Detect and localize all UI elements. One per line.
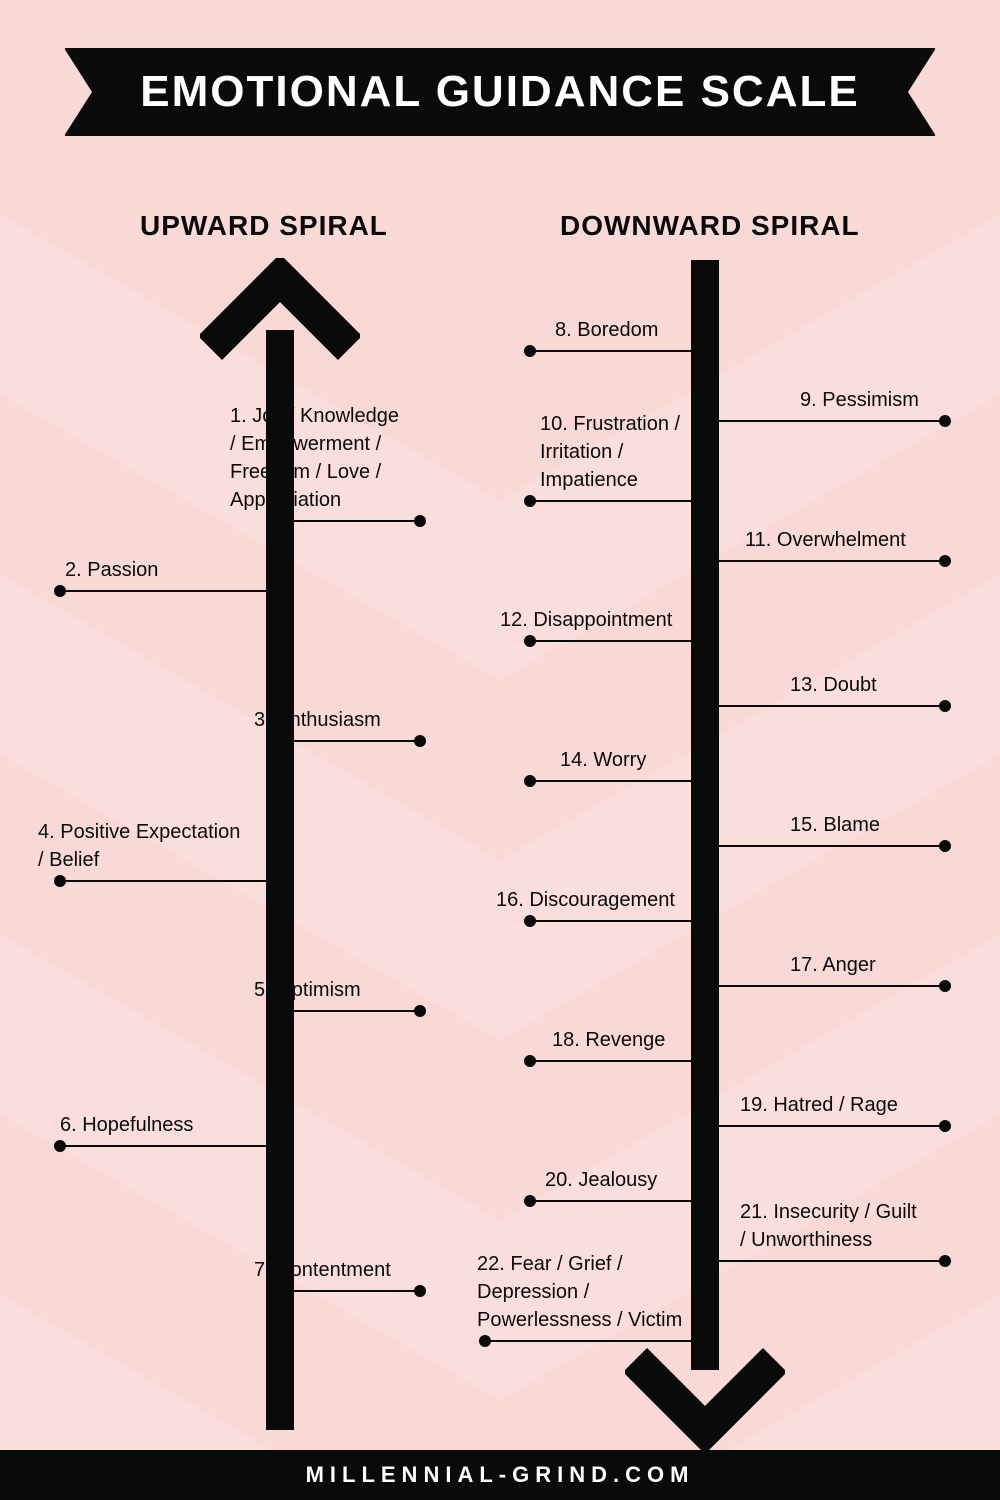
footer-text: MILLENNIAL-GRIND.COM (306, 1462, 695, 1488)
item-label: 13. Doubt (790, 671, 877, 699)
item-label: 18. Revenge (552, 1026, 665, 1054)
item-line (530, 780, 691, 782)
downward-item: 9. Pessimism (719, 386, 945, 422)
item-label: 6. Hopefulness (60, 1111, 193, 1139)
item-label: 14. Worry (560, 746, 646, 774)
items-container: 1. Joy / Knowledge / Empowerment / Freed… (0, 0, 1000, 1500)
item-line (294, 740, 420, 742)
item-label: 12. Disappointment (500, 606, 672, 634)
item-line (719, 1125, 945, 1127)
downward-item: 21. Insecurity / Guilt / Unworthiness (719, 1198, 945, 1262)
upward-item: 4. Positive Expectation / Belief (60, 818, 266, 882)
item-label: 21. Insecurity / Guilt / Unworthiness (740, 1198, 917, 1254)
upward-item: 1. Joy / Knowledge / Empowerment / Freed… (294, 402, 420, 522)
content-container: EMOTIONAL GUIDANCE SCALE UPWARD SPIRAL D… (0, 0, 1000, 1500)
item-line (530, 920, 691, 922)
item-line (719, 1260, 945, 1262)
item-line (530, 500, 691, 502)
item-label: 15. Blame (790, 811, 880, 839)
item-label: 11. Overwhelment (745, 526, 906, 554)
item-label: 7. Contentment (254, 1256, 391, 1284)
downward-item: 17. Anger (719, 951, 945, 987)
downward-item: 15. Blame (719, 811, 945, 847)
item-label: 9. Pessimism (800, 386, 919, 414)
item-label: 2. Passion (65, 556, 158, 584)
downward-item: 10. Frustration / Irritation / Impatienc… (530, 410, 691, 502)
item-label: 1. Joy / Knowledge / Empowerment / Freed… (230, 402, 399, 514)
upward-item: 7. Contentment (294, 1256, 420, 1292)
item-label: 16. Discouragement (496, 886, 675, 914)
item-label: 4. Positive Expectation / Belief (38, 818, 240, 874)
upward-item: 5. Optimism (294, 976, 420, 1012)
item-label: 19. Hatred / Rage (740, 1091, 898, 1119)
item-label: 20. Jealousy (545, 1166, 657, 1194)
item-line (719, 560, 945, 562)
item-line (530, 1200, 691, 1202)
downward-item: 14. Worry (530, 746, 691, 782)
item-line (719, 420, 945, 422)
item-line (719, 845, 945, 847)
downward-item: 19. Hatred / Rage (719, 1091, 945, 1127)
downward-item: 20. Jealousy (530, 1166, 691, 1202)
downward-item: 11. Overwhelment (719, 526, 945, 562)
item-line (485, 1340, 691, 1342)
item-line (294, 520, 420, 522)
upward-item: 2. Passion (60, 556, 266, 592)
item-line (719, 985, 945, 987)
item-label: 17. Anger (790, 951, 876, 979)
item-label: 10. Frustration / Irritation / Impatienc… (540, 410, 680, 494)
downward-item: 22. Fear / Grief / Depression / Powerles… (485, 1250, 691, 1342)
item-line (294, 1010, 420, 1012)
item-line (60, 1145, 266, 1147)
downward-item: 12. Disappointment (530, 606, 691, 642)
item-label: 22. Fear / Grief / Depression / Powerles… (477, 1250, 682, 1334)
item-line (60, 590, 266, 592)
item-line (530, 1060, 691, 1062)
item-line (60, 880, 266, 882)
footer-bar: MILLENNIAL-GRIND.COM (0, 1450, 1000, 1500)
downward-item: 18. Revenge (530, 1026, 691, 1062)
downward-item: 13. Doubt (719, 671, 945, 707)
item-label: 5. Optimism (254, 976, 361, 1004)
item-label: 8. Boredom (555, 316, 658, 344)
upward-item: 6. Hopefulness (60, 1111, 266, 1147)
item-label: 3. Enthusiasm (254, 706, 381, 734)
downward-item: 16. Discouragement (530, 886, 691, 922)
item-line (294, 1290, 420, 1292)
item-line (530, 640, 691, 642)
downward-item: 8. Boredom (530, 316, 691, 352)
item-line (719, 705, 945, 707)
upward-item: 3. Enthusiasm (294, 706, 420, 742)
item-line (530, 350, 691, 352)
